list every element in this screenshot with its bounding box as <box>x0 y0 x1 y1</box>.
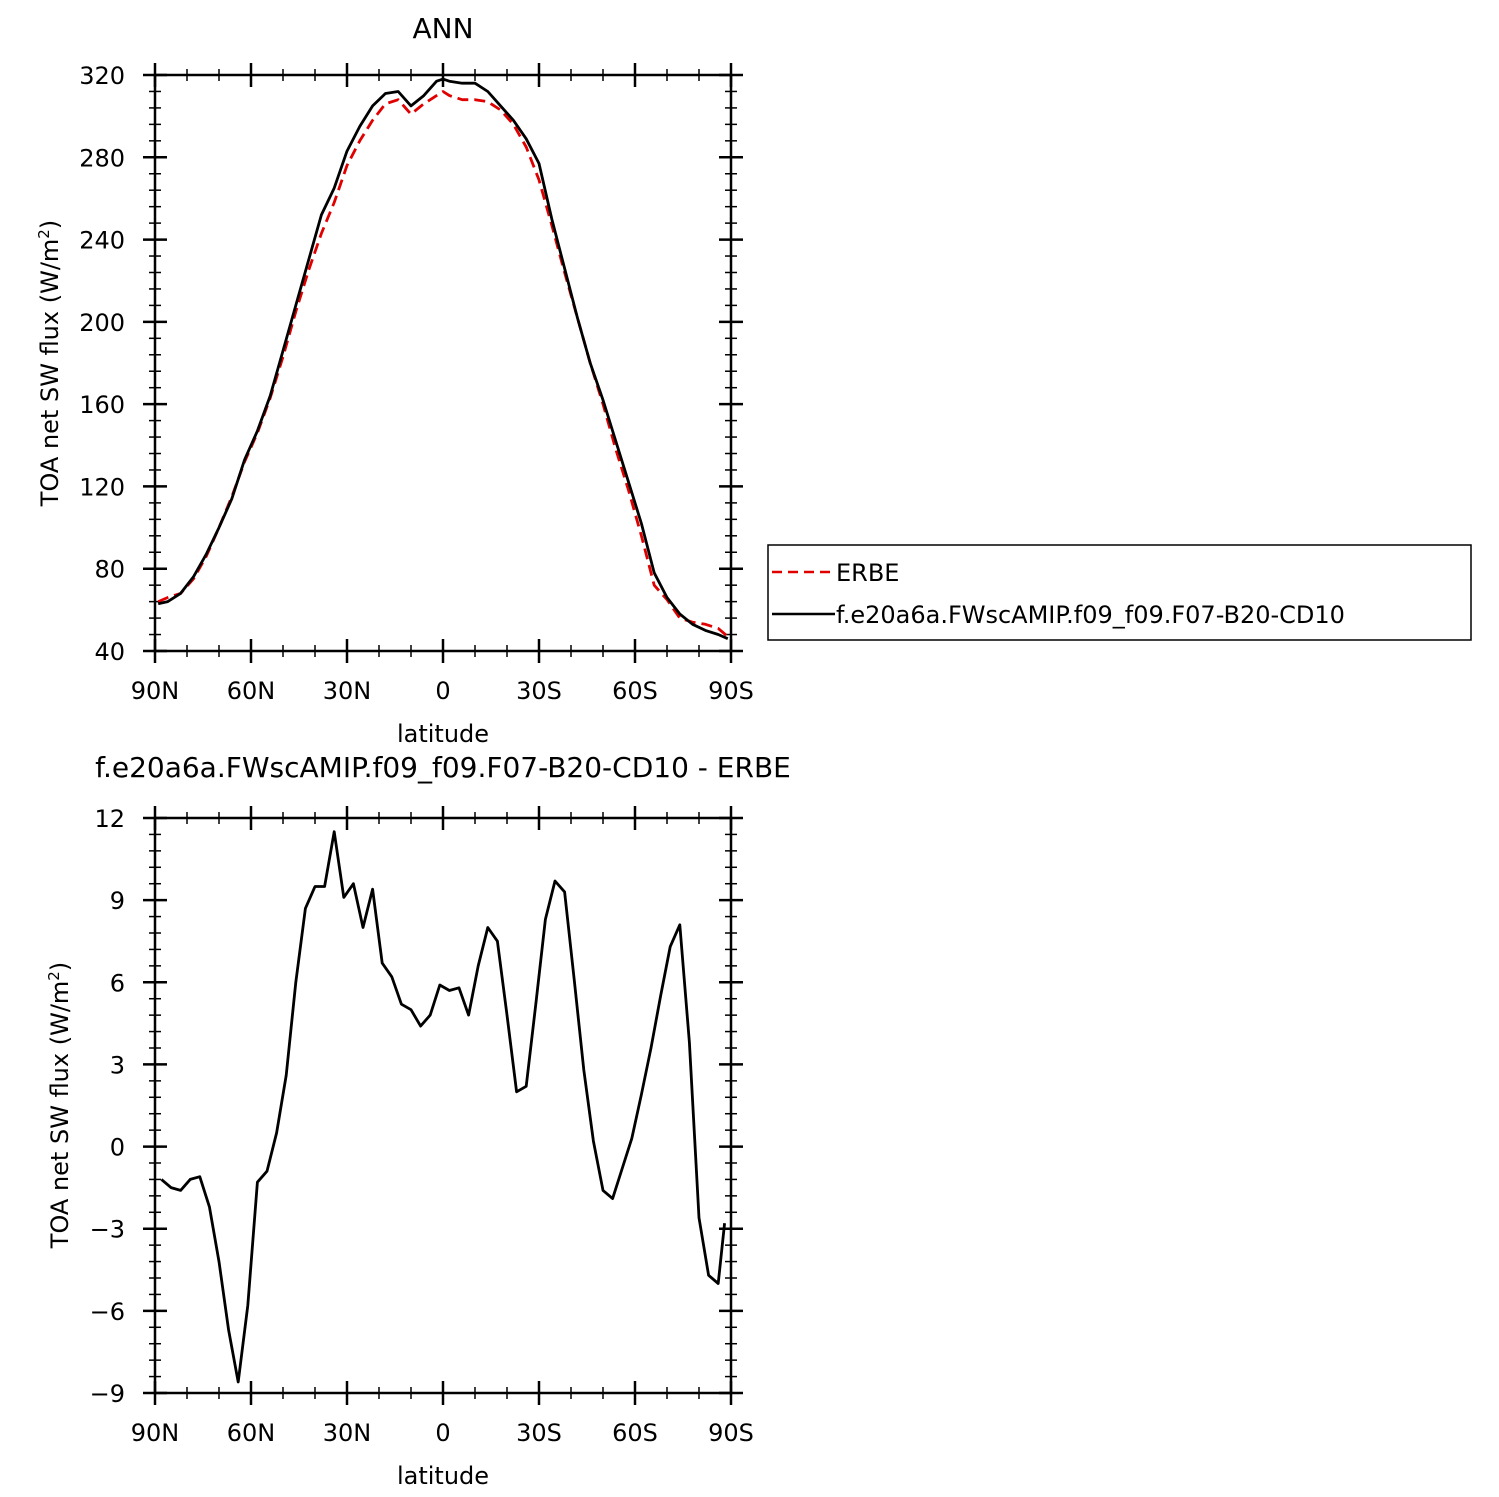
x-tick-label: 30S <box>516 1419 562 1447</box>
y-tick-label: 320 <box>79 62 125 90</box>
x-tick-label: 90S <box>708 1419 754 1447</box>
y-tick-label: 80 <box>94 556 125 584</box>
y-tick-label: −3 <box>90 1216 125 1244</box>
top-series-line-0 <box>157 90 729 638</box>
x-tick-label: 30N <box>323 1419 372 1447</box>
y-tick-label: 280 <box>79 144 125 172</box>
x-tick-label: 60S <box>612 1419 658 1447</box>
bottom-y-axis-label-sup: 2 <box>45 971 63 981</box>
top-y-axis-label-close: ) <box>36 220 64 229</box>
y-tick-label: 40 <box>94 638 125 666</box>
legend-model-label: f.e20a6a.FWscAMIP.f09_f09.F07-B20-CD10 <box>836 601 1345 629</box>
x-tick-label: 90S <box>708 677 754 705</box>
bottom-series-lines <box>160 830 726 1384</box>
x-tick-label: 0 <box>435 1419 450 1447</box>
top-chart-title: ANN <box>412 12 473 45</box>
y-tick-label: 12 <box>94 805 125 833</box>
legend-frame <box>767 544 1472 641</box>
y-tick-label: 240 <box>79 227 125 255</box>
legend: ERBE f.e20a6a.FWscAMIP.f09_f09.F07-B20-C… <box>767 544 1472 641</box>
bottom-x-axis-label: latitude <box>397 1462 489 1490</box>
y-tick-label: −6 <box>90 1298 125 1326</box>
y-tick-label: 6 <box>110 969 125 997</box>
x-tick-label: 60N <box>227 677 276 705</box>
y-tick-label: 160 <box>79 391 125 419</box>
x-tick-label: 30S <box>516 677 562 705</box>
y-tick-label: 120 <box>79 473 125 501</box>
bottom-y-axis-label-close: ) <box>46 962 74 971</box>
top-y-axis-label: TOA net SW flux (W/m2) <box>35 220 64 507</box>
bottom-axes-ticks <box>143 806 743 1405</box>
legend-erbe-label: ERBE <box>836 559 899 587</box>
x-tick-label: 30N <box>323 677 372 705</box>
top-series-lines <box>157 77 729 640</box>
top-series-line-1 <box>157 77 729 640</box>
x-tick-label: 0 <box>435 677 450 705</box>
top-x-axis-label: latitude <box>397 720 489 748</box>
bottom-x-tick-labels: 90N 60N 30N 0 30S 60S 90S <box>131 1419 754 1447</box>
bottom-y-axis-label-main: TOA net SW flux (W/m <box>46 981 74 1250</box>
top-x-tick-labels: 90N 60N 30N 0 30S 60S 90S <box>131 677 754 705</box>
top-y-tick-labels: 40 80 120 160 200 240 280 320 <box>79 62 125 666</box>
top-panel: ANN 40 80 120 160 200 240 280 320 90N 60N 30N 0 30S… <box>35 12 754 748</box>
bot-series-line-0 <box>160 830 726 1384</box>
bottom-y-tick-labels: −9 −6 −3 0 3 6 9 12 <box>90 805 125 1408</box>
bottom-chart-title: f.e20a6a.FWscAMIP.f09_f09.F07-B20-CD10 -… <box>95 751 791 784</box>
x-tick-label: 60S <box>612 677 658 705</box>
y-tick-label: −9 <box>90 1380 125 1408</box>
y-tick-label: 0 <box>110 1134 125 1162</box>
x-tick-label: 60N <box>227 1419 276 1447</box>
y-tick-label: 3 <box>110 1051 125 1079</box>
x-tick-label: 90N <box>131 1419 180 1447</box>
x-tick-label: 90N <box>131 677 180 705</box>
top-y-axis-label-sup: 2 <box>35 229 53 239</box>
bottom-plot-frame <box>153 816 733 1395</box>
y-tick-label: 200 <box>79 309 125 337</box>
bottom-y-axis-label: TOA net SW flux (W/m2) <box>45 962 74 1249</box>
top-y-axis-label-main: TOA net SW flux (W/m <box>36 239 64 508</box>
bottom-panel: f.e20a6a.FWscAMIP.f09_f09.F07-B20-CD10 -… <box>45 751 791 1490</box>
top-plot-frame <box>153 73 733 653</box>
y-tick-label: 9 <box>110 887 125 915</box>
